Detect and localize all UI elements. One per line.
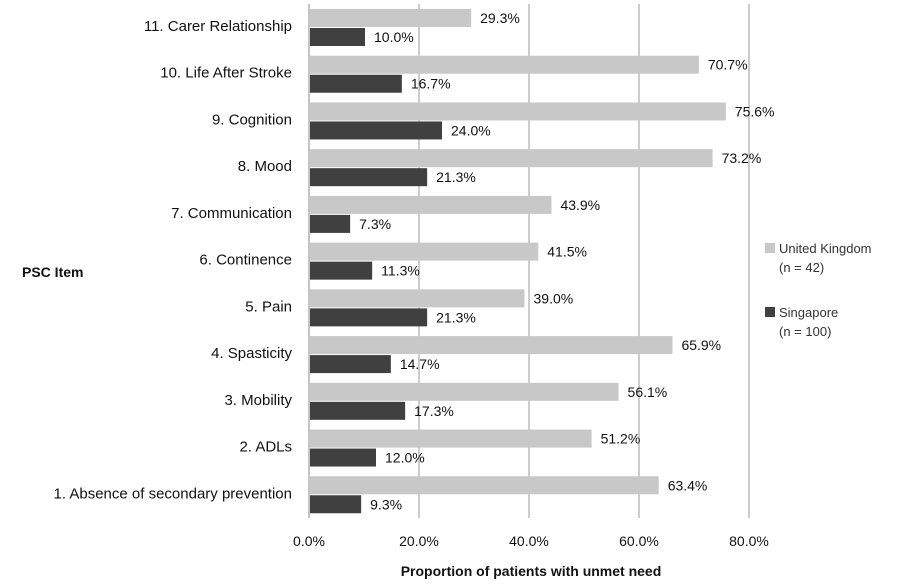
x-tick-label: 60.0% <box>619 533 659 549</box>
value-label: 43.9% <box>560 197 600 213</box>
value-label: 21.3% <box>436 169 476 185</box>
category-label: 1. Absence of secondary prevention <box>54 485 293 502</box>
value-label: 39.0% <box>534 290 574 306</box>
bar-united-kingdom <box>310 242 539 261</box>
category-label: 8. Mood <box>238 158 292 175</box>
value-label: 9.3% <box>370 496 402 512</box>
bar-singapore <box>310 401 406 420</box>
value-label: 41.5% <box>547 244 587 260</box>
bar-united-kingdom <box>310 9 472 27</box>
value-label: 14.7% <box>400 356 440 372</box>
value-label: 29.3% <box>480 10 520 26</box>
bar-united-kingdom <box>310 382 619 401</box>
category-label: 7. Communication <box>171 205 292 222</box>
bar-united-kingdom <box>310 429 592 448</box>
value-label: 51.2% <box>601 431 641 447</box>
category-label: 5. Pain <box>245 298 292 315</box>
legend-n-uk: (n = 42) <box>779 260 824 275</box>
x-axis-title: Proportion of patients with unmet need <box>401 563 662 579</box>
value-label: 11.3% <box>381 263 420 279</box>
bar-singapore <box>310 168 428 187</box>
bar-united-kingdom <box>310 149 713 168</box>
bar-singapore <box>310 28 365 46</box>
bar-singapore <box>310 214 351 233</box>
bars <box>310 9 726 514</box>
bar-singapore <box>310 261 373 280</box>
x-tick-label: 20.0% <box>399 533 439 549</box>
value-label: 75.6% <box>735 103 775 119</box>
category-label: 9. Cognition <box>212 111 292 128</box>
legend: United Kingdom (n = 42) Singapore (n = 1… <box>765 241 872 339</box>
bar-singapore <box>310 355 391 374</box>
bar-united-kingdom <box>310 195 552 214</box>
category-label: 3. Mobility <box>224 392 292 409</box>
value-label: 12.0% <box>385 450 425 466</box>
legend-swatch-sg <box>765 307 775 317</box>
value-label: 56.1% <box>628 384 668 400</box>
legend-label-sg: Singapore <box>779 305 838 320</box>
y-axis-title: PSC Item <box>22 264 83 280</box>
legend-label-uk: United Kingdom <box>779 241 872 256</box>
bar-united-kingdom <box>310 102 726 121</box>
bar-united-kingdom <box>310 55 699 74</box>
bar-united-kingdom <box>310 476 659 495</box>
category-label: 11. Carer Relationship <box>144 18 292 35</box>
value-label: 65.9% <box>681 337 721 353</box>
value-label: 24.0% <box>451 122 491 138</box>
value-label: 21.3% <box>436 309 476 325</box>
value-label: 16.7% <box>411 76 451 92</box>
value-label: 73.2% <box>722 150 762 166</box>
value-labels: 29.3% 10.0% 70.7% 16.7% 75.6% 24.0% 73.2% 21.3%… <box>359 10 774 512</box>
bar-singapore <box>310 495 362 514</box>
value-label: 7.3% <box>359 216 391 232</box>
x-tick-label: 80.0% <box>729 533 769 549</box>
value-label: 10.0% <box>374 29 414 45</box>
bar-singapore <box>310 308 428 327</box>
x-tick-label: 40.0% <box>509 533 549 549</box>
value-label: 17.3% <box>414 403 454 419</box>
category-labels: 11. Carer Relationship 10. Life After Str… <box>54 18 293 502</box>
bar-singapore <box>310 74 402 93</box>
legend-swatch-uk <box>765 243 775 253</box>
bar-singapore <box>310 121 442 140</box>
legend-n-sg: (n = 100) <box>779 324 831 339</box>
category-label: 10. Life After Stroke <box>160 65 292 82</box>
category-label: 4. Spasticity <box>211 345 292 362</box>
x-tick-labels: 0.0% 20.0% 40.0% 60.0% 80.0% <box>293 533 769 549</box>
x-tick-label: 0.0% <box>293 533 325 549</box>
bar-singapore <box>310 448 376 467</box>
bar-united-kingdom <box>310 289 525 308</box>
bar-united-kingdom <box>310 336 673 355</box>
value-label: 63.4% <box>668 477 708 493</box>
category-label: 6. Continence <box>199 252 292 269</box>
value-label: 70.7% <box>708 57 748 73</box>
category-label: 2. ADLs <box>239 439 292 456</box>
